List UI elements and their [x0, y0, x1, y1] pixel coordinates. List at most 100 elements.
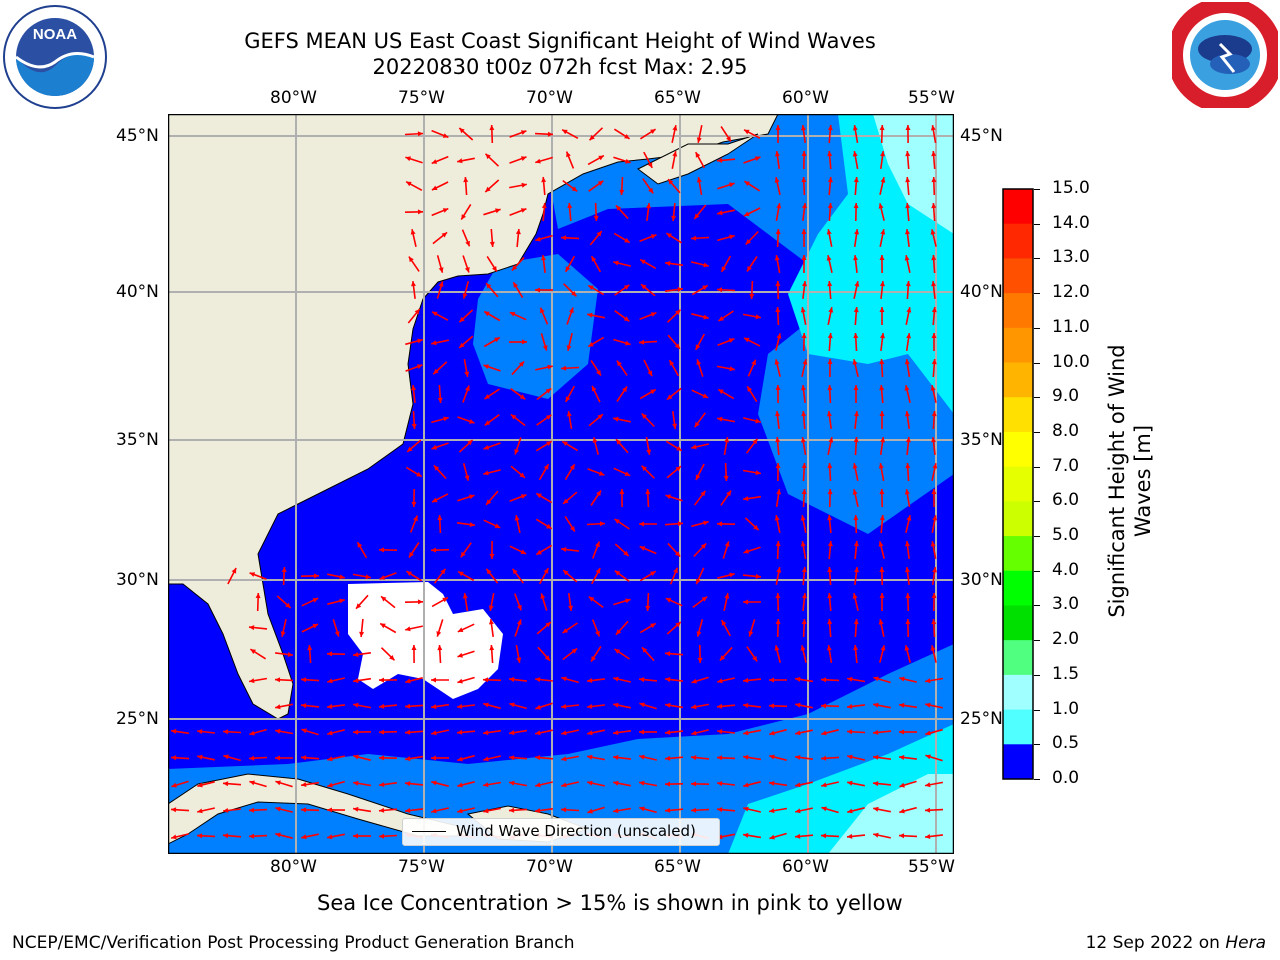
- wave-vector-head: [906, 307, 912, 313]
- wave-vector-head: [457, 729, 463, 735]
- wave-vector-head: [587, 312, 593, 318]
- colorbar-segment: [1003, 640, 1033, 676]
- colorbar-tick-mark: [1034, 397, 1040, 399]
- wave-vector-head: [197, 729, 203, 734]
- wave-vector-head: [665, 781, 670, 787]
- wave-vector-head: [171, 755, 177, 761]
- wave-vector-head: [275, 806, 281, 812]
- colorbar-segment: [1003, 362, 1033, 398]
- wave-vector-head: [565, 396, 571, 402]
- wave-vector-head: [641, 284, 647, 290]
- wave-vector-head: [675, 309, 681, 315]
- footer-credit: NCEP/EMC/Verification Post Processing Pr…: [12, 933, 575, 953]
- wave-vector-head: [925, 782, 931, 788]
- wave-vector-head: [775, 281, 781, 287]
- wave-vector-head: [592, 437, 598, 443]
- nova-scotia-land: [637, 133, 759, 185]
- wave-vector-head: [724, 437, 730, 443]
- colorbar-segment: [1003, 605, 1033, 641]
- wave-vector-head: [665, 677, 671, 682]
- wave-vector-head: [743, 832, 749, 838]
- wave-vector-head: [879, 255, 885, 260]
- wave-vector-head: [405, 626, 411, 632]
- wave-vector-head: [650, 571, 656, 576]
- wave-vector-head: [442, 208, 449, 213]
- wave-vector-head: [514, 515, 520, 521]
- wave-vector-head: [880, 151, 885, 157]
- wave-vector-head: [432, 311, 438, 317]
- colorbar-tick-mark: [1034, 570, 1040, 572]
- wave-vector-head: [522, 339, 527, 345]
- wave-vector-head: [847, 704, 853, 709]
- wave-vector-head: [275, 832, 281, 838]
- wave-vector-head: [774, 255, 780, 261]
- wave-vector-head: [568, 605, 573, 611]
- wave-vector-head: [469, 419, 475, 424]
- wave-vector-head: [249, 625, 255, 631]
- chart-title: GEFS MEAN US East Coast Significant Heig…: [244, 29, 876, 53]
- wave-vector-head: [405, 703, 411, 709]
- wave-vector-head: [587, 754, 593, 760]
- wave-vector-head: [417, 338, 423, 344]
- wave-vector-head: [275, 755, 280, 761]
- colorbar-tick-mark: [1034, 536, 1040, 538]
- wave-vector-head: [285, 602, 291, 608]
- wave-vector-head: [596, 370, 601, 376]
- wave-vector-head: [591, 256, 597, 262]
- wave-vector-head: [571, 648, 578, 654]
- wave-vector-head: [695, 344, 701, 350]
- wave-vector-head: [457, 678, 463, 684]
- wave-vector-head: [749, 293, 755, 299]
- wave-vector-head: [755, 418, 761, 424]
- wave-vector-head: [743, 754, 749, 760]
- wave-vector-head: [625, 598, 631, 604]
- wave-vector-head: [905, 281, 911, 287]
- lat-label-left: 30°N: [116, 570, 159, 590]
- wave-vector-head: [458, 571, 464, 577]
- wave-vector-head: [540, 593, 546, 599]
- wave-vector-head: [677, 287, 683, 292]
- wave-vector-head: [905, 411, 910, 417]
- wave-vector-head: [492, 266, 497, 272]
- wave-vector-head: [775, 307, 781, 313]
- wave-vector-head: [416, 364, 423, 369]
- lat-label-left: 45°N: [116, 126, 159, 146]
- lon-label-top: 75°W: [398, 88, 445, 108]
- wave-vector-head: [463, 177, 469, 183]
- wave-vector-head: [275, 780, 281, 786]
- wave-vector-head: [562, 129, 568, 135]
- wave-vector-head: [411, 281, 416, 287]
- wave-vector-head: [847, 833, 853, 839]
- wave-vector-head: [873, 781, 879, 787]
- nws-logo: [1172, 2, 1278, 108]
- lat-label-right: 30°N: [960, 570, 1003, 590]
- wave-vector-head: [695, 152, 701, 158]
- colorbar-tick-mark: [1034, 501, 1040, 503]
- colorbar-segment: [1003, 293, 1033, 329]
- wave-vector-head: [411, 385, 417, 391]
- wave-vector-head: [535, 236, 541, 242]
- colorbar-tick-mark: [1034, 674, 1040, 676]
- wave-vector-head: [650, 129, 656, 134]
- wave-vector-head: [489, 241, 495, 247]
- wave-vector-head: [546, 441, 552, 446]
- legend-line-icon: [412, 831, 446, 832]
- wave-vector-head: [405, 808, 411, 813]
- colorbar-tick-label: 3.0: [1052, 594, 1080, 615]
- wave-vector-head: [674, 551, 681, 557]
- wave-vector-head: [353, 754, 359, 760]
- wave-vector-head: [717, 416, 723, 422]
- wave-vector-head: [931, 255, 937, 261]
- wave-vector-head: [599, 521, 605, 527]
- wave-vector-head: [854, 229, 860, 235]
- wave-vector-head: [827, 203, 833, 209]
- wave-vector-head: [726, 136, 731, 142]
- wave-vector-head: [433, 368, 439, 375]
- wave-vector-head: [483, 445, 490, 450]
- wave-vector-head: [878, 541, 884, 547]
- wave-vector-head: [431, 547, 437, 553]
- wave-vector-head: [521, 182, 527, 188]
- wave-vector-head: [301, 755, 307, 761]
- wave-vector-head: [379, 807, 385, 813]
- wave-vector-head: [438, 267, 444, 273]
